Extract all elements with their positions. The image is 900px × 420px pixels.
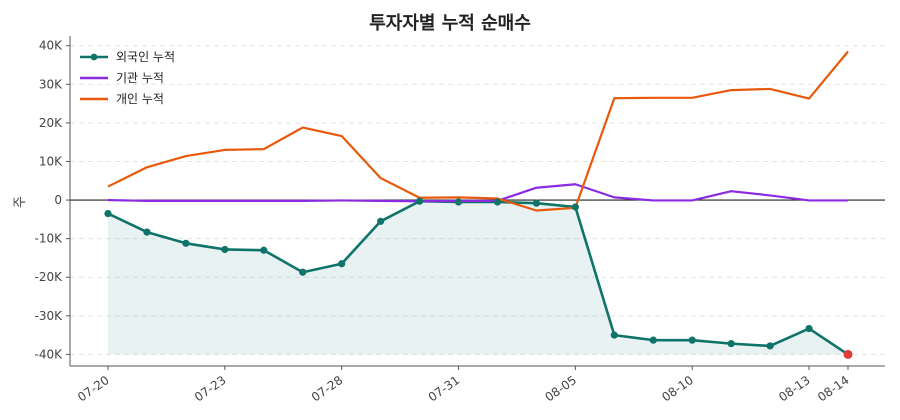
- data-point: [649, 336, 657, 344]
- y-axis-label: 주: [13, 196, 28, 208]
- chart-title: 투자자별 누적 순매수: [369, 13, 531, 34]
- x-tick-label: 07-23: [192, 373, 229, 404]
- data-point: [493, 198, 502, 206]
- x-tick-label: 07-31: [426, 373, 463, 404]
- x-ticks: 07-20 07-23 07-28 07-31 08-05 08-10 08-13 08-14: [75, 366, 852, 404]
- data-point: [182, 239, 190, 247]
- series-points: [104, 197, 853, 359]
- y-tick-label: 20K: [39, 116, 63, 130]
- legend-label: 외국인 누적: [116, 50, 175, 64]
- y-tick-label: -30K: [35, 309, 64, 323]
- y-ticks: 40K 30K 20K 10K 0 -10K -20K -30K -40K: [35, 39, 70, 361]
- x-tick-label: 07-28: [309, 373, 346, 404]
- y-tick-label: -10K: [35, 232, 64, 246]
- legend-marker: [90, 53, 98, 61]
- y-tick-label: -20K: [35, 270, 64, 284]
- grid: [70, 45, 885, 355]
- y-tick-label: 40K: [39, 39, 63, 53]
- data-point: [571, 203, 579, 211]
- series-lines: [107, 50, 849, 356]
- data-point: [338, 260, 346, 268]
- data-point: [532, 199, 541, 207]
- x-tick-label: 07-20: [75, 373, 112, 404]
- data-point: [299, 268, 307, 276]
- data-point: [143, 228, 151, 236]
- data-point: [415, 197, 424, 205]
- data-point: [454, 198, 463, 206]
- data-point: [377, 217, 385, 225]
- legend-label: 개인 누적: [116, 92, 164, 106]
- last-point-marker: [843, 349, 853, 359]
- data-point: [104, 209, 112, 218]
- data-point: [727, 340, 735, 348]
- axes: [69, 36, 885, 367]
- series-line-2: [107, 50, 849, 212]
- fill-area-foreign: [108, 201, 848, 355]
- data-point: [766, 342, 774, 350]
- x-tick-label: 08-13: [776, 373, 813, 404]
- x-tick-label: 08-05: [542, 373, 579, 404]
- data-point: [610, 331, 618, 339]
- data-point: [805, 324, 813, 333]
- y-tick-label: 10K: [39, 154, 63, 168]
- series-line-0: [107, 199, 849, 356]
- y-tick-label: -40K: [35, 347, 64, 361]
- data-point: [260, 246, 268, 254]
- data-point: [688, 336, 696, 344]
- legend-label: 기관 누적: [116, 71, 164, 85]
- data-point: [221, 245, 229, 254]
- y-tick-label: 0: [54, 193, 62, 207]
- x-tick-label: 08-10: [659, 373, 696, 404]
- fill-area: [108, 201, 848, 355]
- x-tick-label: 08-14: [815, 373, 852, 404]
- series-line-1: [107, 183, 848, 203]
- y-tick-label: 30K: [39, 77, 63, 91]
